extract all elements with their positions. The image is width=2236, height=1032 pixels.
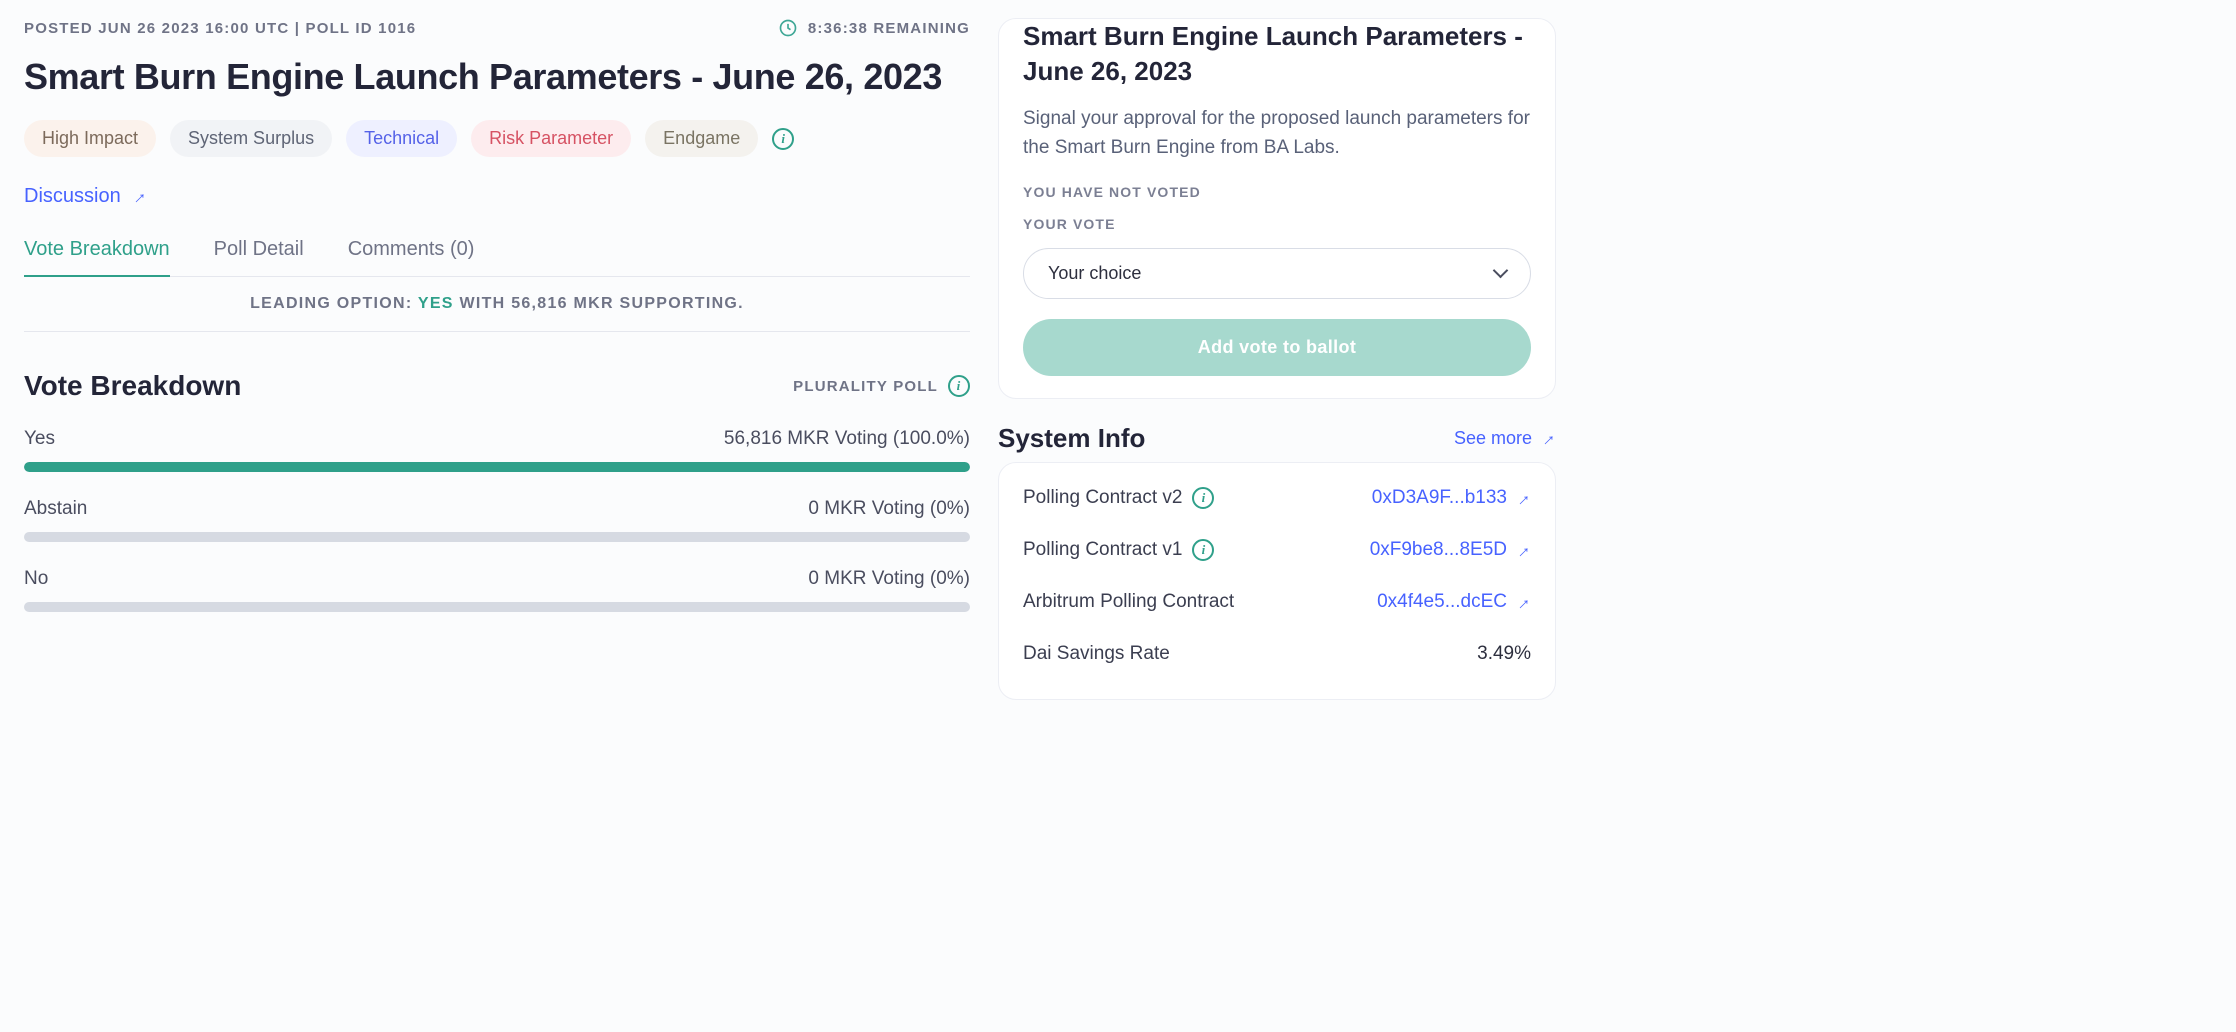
leading-option-bar: LEADING OPTION: YES WITH 56,816 MKR SUPP… [24, 277, 970, 332]
system-info-key: Arbitrum Polling Contract [1023, 591, 1234, 613]
tag[interactable]: System Surplus [170, 120, 332, 157]
vote-choice-placeholder: Your choice [1048, 263, 1141, 284]
vote-option-row: Yes 56,816 MKR Voting (100.0%) [24, 428, 970, 472]
vote-bar-track [24, 462, 970, 472]
leading-suffix: WITH 56,816 MKR SUPPORTING. [459, 295, 743, 312]
system-info-key: Polling Contract v1i [1023, 539, 1214, 561]
discussion-link[interactable]: Discussion → [24, 185, 147, 208]
time-remaining-text: 8:36:38 REMAINING [808, 20, 970, 37]
tab-bar: Vote Breakdown Poll Detail Comments (0) [24, 238, 970, 277]
system-info-card: Polling Contract v2i0xD3A9F...b133 →Poll… [998, 462, 1556, 700]
see-more-label: See more [1454, 428, 1532, 449]
poll-type: PLURALITY POLL i [793, 375, 970, 397]
vote-bar-track [24, 532, 970, 542]
contract-address-link[interactable]: 0xD3A9F...b133 → [1372, 487, 1531, 509]
info-icon[interactable]: i [1192, 539, 1214, 561]
your-vote-label: YOUR VOTE [1023, 216, 1531, 232]
leading-option: YES [418, 295, 454, 312]
vote-breakdown-list: Yes 56,816 MKR Voting (100.0%) Abstain 0 MK… [24, 428, 970, 612]
vote-card: Smart Burn Engine Launch Parameters - Ju… [998, 18, 1556, 399]
clock-icon [778, 18, 798, 38]
contract-address-link[interactable]: 0x4f4e5...dcEC → [1377, 591, 1531, 613]
tab[interactable]: Vote Breakdown [24, 238, 170, 277]
vote-option-amount: 56,816 MKR Voting (100.0%) [724, 428, 970, 450]
page-title: Smart Burn Engine Launch Parameters - Ju… [24, 56, 970, 98]
external-link-icon: → [124, 183, 152, 211]
time-remaining: 8:36:38 REMAINING [778, 18, 970, 38]
poll-type-label: PLURALITY POLL [793, 378, 938, 395]
posted-meta: POSTED JUN 26 2023 16:00 UTC | POLL ID 1… [24, 20, 416, 37]
system-info-row: Dai Savings Rate 3.49% [1023, 625, 1531, 677]
system-info-section: System Info See more → Polling Contract … [998, 423, 1556, 700]
tag[interactable]: Technical [346, 120, 457, 157]
external-link-icon: → [1508, 484, 1536, 512]
vote-option-label: Abstain [24, 498, 87, 520]
system-info-heading: System Info [998, 423, 1145, 454]
side-card-title: Smart Burn Engine Launch Parameters - Ju… [1023, 19, 1531, 89]
info-icon[interactable]: i [1192, 487, 1214, 509]
external-link-icon: → [1508, 588, 1536, 616]
system-info-key: Polling Contract v2i [1023, 487, 1214, 509]
info-icon[interactable]: i [772, 128, 794, 150]
chevron-down-icon [1495, 263, 1506, 284]
vote-bar-fill [24, 462, 970, 472]
tag[interactable]: High Impact [24, 120, 156, 157]
vote-bar-track [24, 602, 970, 612]
vote-breakdown-header: Vote Breakdown PLURALITY POLL i [24, 370, 970, 402]
vote-option-label: No [24, 568, 48, 590]
side-card-description: Signal your approval for the proposed la… [1023, 105, 1531, 162]
system-info-key: Dai Savings Rate [1023, 643, 1170, 665]
tab[interactable]: Poll Detail [214, 238, 304, 276]
info-icon[interactable]: i [948, 375, 970, 397]
contract-address-link[interactable]: 0xF9be8...8E5D → [1370, 539, 1531, 561]
vote-status-label: YOU HAVE NOT VOTED [1023, 184, 1531, 200]
vote-option-row: No 0 MKR Voting (0%) [24, 568, 970, 612]
vote-option-amount: 0 MKR Voting (0%) [808, 498, 970, 520]
tag-list: High Impact System Surplus Technical Risk P… [24, 120, 970, 157]
vote-option-amount: 0 MKR Voting (0%) [808, 568, 970, 590]
discussion-link-label: Discussion [24, 185, 121, 208]
system-info-header: System Info See more → [998, 423, 1556, 454]
main-column: POSTED JUN 26 2023 16:00 UTC | POLL ID 1… [24, 18, 970, 700]
tab[interactable]: Comments (0) [348, 238, 475, 276]
tag[interactable]: Endgame [645, 120, 758, 157]
system-info-row: Polling Contract v1i 0xF9be8...8E5D → [1023, 521, 1531, 573]
vote-choice-select[interactable]: Your choice [1023, 248, 1531, 299]
external-link-icon: → [1533, 425, 1561, 453]
external-link-icon: → [1508, 536, 1536, 564]
add-vote-button[interactable]: Add vote to ballot [1023, 319, 1531, 376]
system-info-row: Arbitrum Polling Contract 0x4f4e5...dcEC … [1023, 573, 1531, 625]
vote-option-label: Yes [24, 428, 55, 450]
see-more-link[interactable]: See more → [1454, 428, 1556, 449]
system-info-value: 3.49% [1477, 643, 1531, 665]
leading-prefix: LEADING OPTION: [250, 295, 412, 312]
vote-option-row: Abstain 0 MKR Voting (0%) [24, 498, 970, 542]
system-info-row: Polling Contract v2i 0xD3A9F...b133 → [1023, 469, 1531, 521]
side-column: Smart Burn Engine Launch Parameters - Ju… [998, 18, 1556, 700]
tag[interactable]: Risk Parameter [471, 120, 631, 157]
meta-row: POSTED JUN 26 2023 16:00 UTC | POLL ID 1… [24, 18, 970, 38]
vote-breakdown-heading: Vote Breakdown [24, 370, 241, 402]
